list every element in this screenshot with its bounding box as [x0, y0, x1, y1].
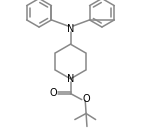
- Text: O: O: [82, 94, 90, 104]
- Text: N: N: [67, 24, 74, 34]
- Text: O: O: [49, 88, 57, 98]
- Text: N: N: [67, 74, 74, 84]
